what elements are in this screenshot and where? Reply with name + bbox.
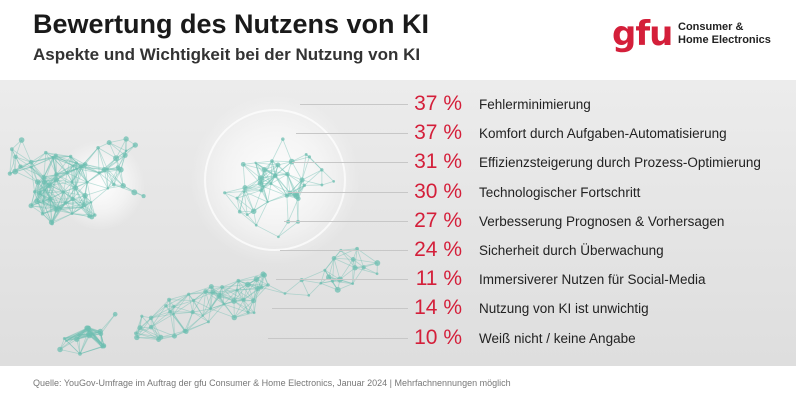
source-note: Quelle: YouGov-Umfrage im Auftrag der gf… [33,378,511,388]
header: Bewertung des Nutzens von KI Aspekte und… [0,0,796,78]
value-label: 11 % [415,267,462,291]
network-illustration [7,95,381,356]
leader-line [280,250,408,251]
value-label: 14 % [414,296,462,320]
value-label: 37 % [414,121,462,145]
value-label: 30 % [414,179,462,203]
leader-line [276,279,408,281]
chart-row: 30 % Technologischer Fortschritt [0,180,796,204]
category-label: Immersiverer Nutzen für Social-Media [479,272,706,288]
chart-row: 31 % Effizienzsteigerung durch Prozess-Op… [0,150,796,174]
category-label: Effizienzsteigerung durch Prozess-Optimi… [479,155,761,171]
chart-row: 37 % Komfort durch Aufgaben-Automatisieru… [0,121,796,145]
category-label: Sicherheit durch Überwachung [479,243,664,258]
value-label: 24 % [414,238,462,261]
category-label: Technologischer Fortschritt [479,184,641,200]
leader-line [284,220,408,222]
category-label: Weiß nicht / keine Angabe [479,330,636,346]
logo-text: Consumer & Home Electronics [678,21,771,46]
leader-line [272,308,408,310]
category-label: Nutzung von KI ist unwichtig [479,301,649,317]
leader-line [268,337,408,339]
logo-mark: gfu [612,14,673,54]
gfu-logo: gfu Consumer & Home Electronics [612,16,772,56]
chart-rows: 37 % Fehlerminimierung 37 % Komfort durch A… [0,80,796,366]
page-title: Bewertung des Nutzens von KI [33,9,430,39]
leader-line [296,133,408,135]
value-label: 37 % [414,92,462,115]
leader-line [292,162,408,164]
chart-row: 37 % Fehlerminimierung [0,92,796,116]
chart-row: 14 % Nutzung von KI ist unwichtig [0,296,796,320]
value-label: 27 % [414,208,462,232]
page-subtitle: Aspekte und Wichtigkeit bei der Nutzung … [33,45,421,64]
leader-line [288,191,408,193]
category-label: Verbesserung Prognosen & Vorhersagen [479,213,725,229]
category-label: Fehlerminimierung [479,97,591,112]
chart-row: 10 % Weiß nicht / keine Angabe [0,326,796,350]
chart-row: 27 % Verbesserung Prognosen & Vorhersagen [0,209,796,233]
chart-row: 11 % Immersiverer Nutzen für Social-Media [0,267,796,291]
chart-panel: 37 % Fehlerminimierung 37 % Komfort durch A… [0,80,796,366]
category-label: Komfort durch Aufgaben-Automatisierung [479,126,727,142]
chart-row: 24 % Sicherheit durch Überwachung [0,238,796,262]
value-label: 10 % [414,325,462,349]
value-label: 31 % [414,150,462,174]
leader-line [300,104,408,105]
